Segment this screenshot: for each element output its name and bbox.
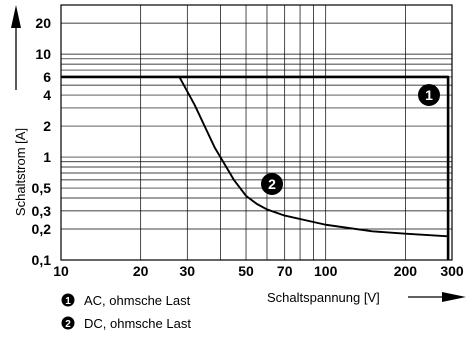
series-1-line (61, 75, 450, 260)
svg-text:AC, ohmsche Last: AC, ohmsche Last (84, 293, 191, 308)
svg-text:2: 2 (268, 176, 276, 192)
y-tick-label: 2 (43, 118, 51, 134)
x-tick-label: 300 (440, 263, 464, 279)
plot-frame (60, 4, 453, 261)
x-tick-label: 30 (180, 263, 196, 279)
y-tick-label: 0,2 (32, 221, 52, 237)
x-tick-label: 200 (394, 263, 418, 279)
series-2-marker: 2 (261, 173, 283, 195)
y-tick-label: 0,1 (32, 252, 52, 268)
y-axis-label: Schaltstrom [A] (13, 128, 28, 216)
y-tick-label: 20 (35, 15, 51, 31)
x-axis-arrow-head (442, 292, 466, 302)
x-tick-label: 70 (277, 263, 293, 279)
y-tick-label: 0,5 (32, 180, 52, 196)
x-tick-label: 100 (314, 263, 338, 279)
grid (60, 4, 453, 261)
legend: 1 AC, ohmsche Last 2 DC, ohmsche Last (61, 293, 191, 331)
series-1-marker: 1 (418, 84, 440, 106)
legend-item-ac: 1 AC, ohmsche Last (61, 293, 191, 308)
plot-border (60, 4, 453, 261)
x-tick-label: 10 (53, 263, 69, 279)
y-axis-arrow-head (11, 5, 21, 28)
svg-text:1: 1 (65, 296, 71, 307)
y-tick-label: 0,3 (32, 203, 52, 219)
series-layer (61, 75, 450, 260)
y-tick-label: 6 (43, 69, 51, 85)
svg-text:DC, ohmsche Last: DC, ohmsche Last (84, 316, 191, 331)
y-tick-label: 10 (35, 46, 51, 62)
series-2-line (61, 76, 449, 238)
legend-item-dc: 2 DC, ohmsche Last (61, 316, 191, 331)
svg-text:2: 2 (65, 319, 71, 330)
y-tick-label: 4 (43, 87, 51, 103)
svg-text:1: 1 (425, 87, 433, 103)
x-tick-label: 50 (238, 263, 254, 279)
x-tick-labels: 10 20 30 50 70 100 200 300 (53, 263, 464, 279)
y-tick-labels: 0,1 0,2 0,3 0,5 1 2 4 6 10 20 (32, 15, 52, 268)
y-tick-label: 1 (43, 149, 51, 165)
x-axis-label: Schaltspannung [V] (267, 290, 380, 305)
x-tick-label: 20 (133, 263, 149, 279)
